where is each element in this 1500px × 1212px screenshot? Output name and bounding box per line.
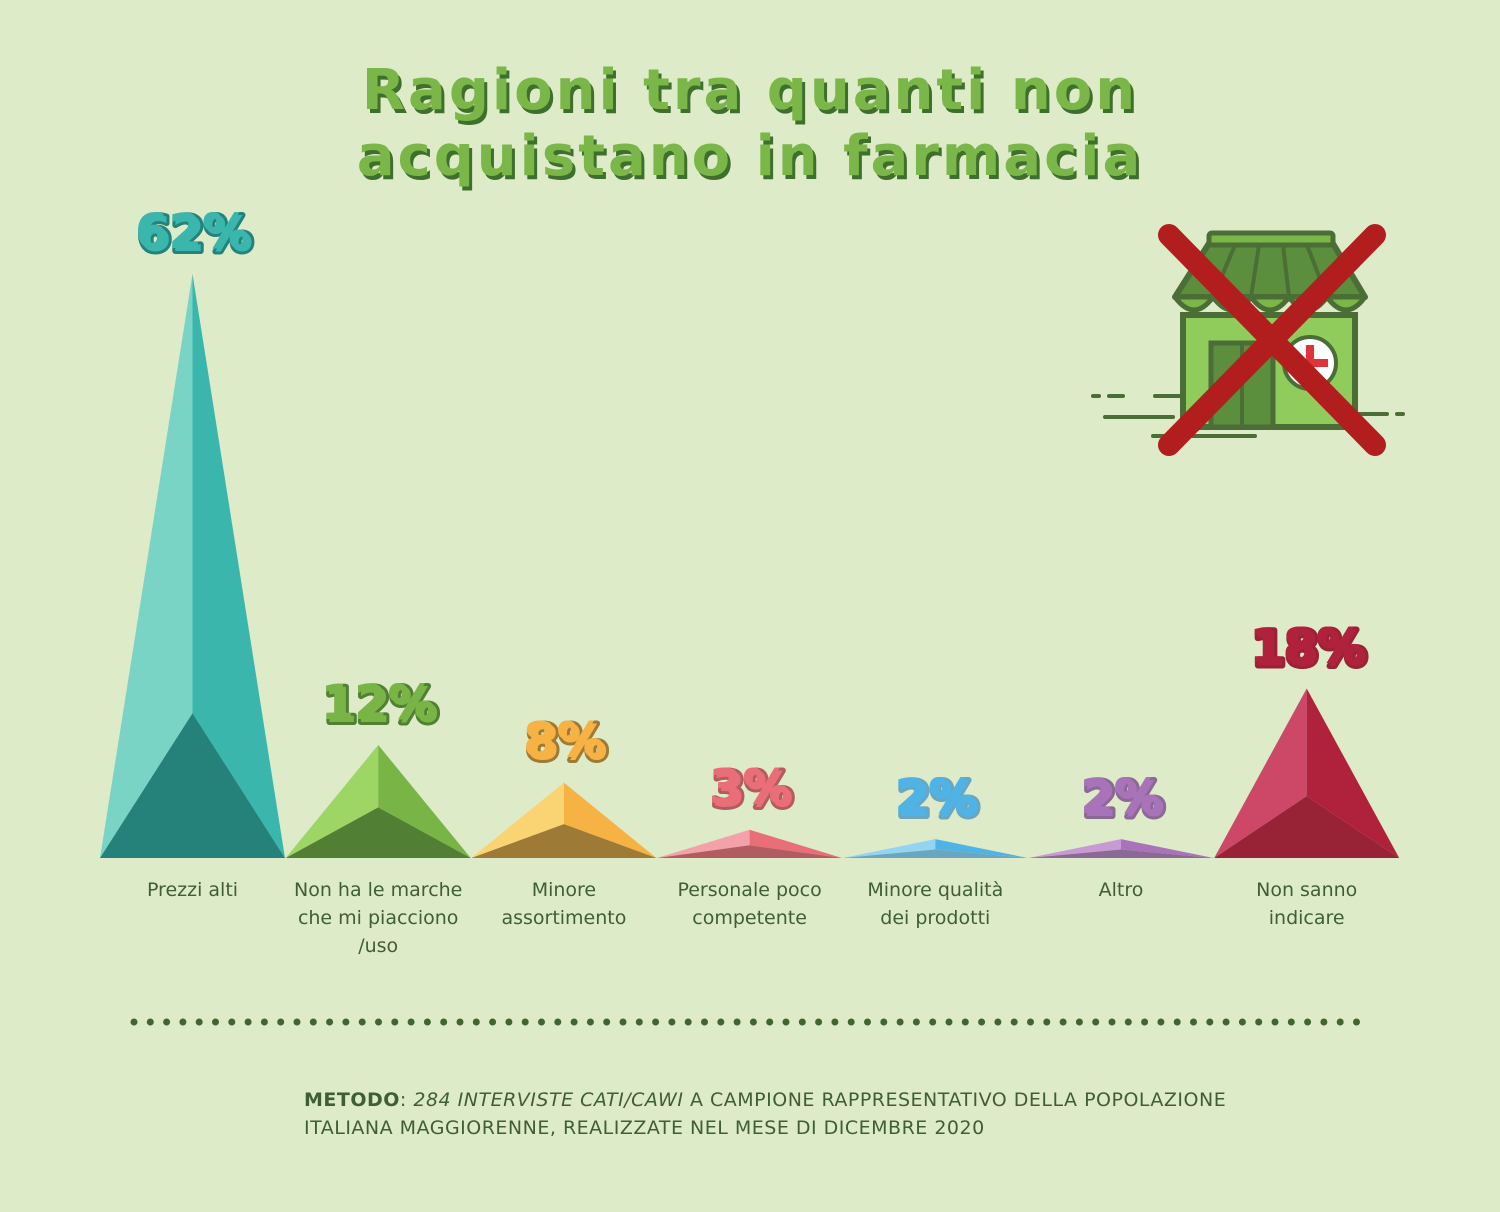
category-label: Non ha le marche — [294, 879, 462, 901]
pyramid-bar-base-face — [1214, 796, 1400, 858]
pyramid-bar-right-face — [378, 744, 471, 858]
data-label: 2% — [898, 772, 980, 828]
category-label: Personale poco — [677, 879, 821, 901]
pyramid-bar-left-face — [842, 839, 936, 858]
data-label-face: 62% — [135, 204, 250, 260]
data-label: 3% — [712, 763, 794, 819]
pharmacy-store-crossed-icon — [1091, 224, 1405, 456]
category-label: Non sanno — [1256, 879, 1357, 901]
data-label-face: 3% — [709, 760, 791, 816]
pyramid-bar-base-face — [657, 845, 843, 858]
data-label-face: 12% — [321, 675, 436, 731]
pyramid-bar-right-face — [749, 829, 843, 858]
pyramid-bar-right-face — [563, 782, 657, 858]
chart-title-line-2: acquistano in farmacia — [356, 124, 1144, 189]
chart-title: Ragioni tra quanti non acquistano in far… — [0, 58, 1500, 190]
pyramid-bar-base-face — [1028, 849, 1214, 858]
data-label: 18% — [1252, 621, 1367, 677]
pyramid-bar-base-face — [471, 824, 657, 858]
data-label: 12% — [324, 678, 439, 734]
method-description: a campione rappresentativo della popolaz… — [304, 1089, 1227, 1139]
pyramid-bar-base-face — [285, 807, 471, 858]
data-label-face: 2% — [1080, 769, 1162, 825]
method-interviews: 284 interviste CATI/CAWI — [413, 1089, 684, 1111]
category-label: dei prodotti — [880, 907, 990, 929]
data-label-face: 18% — [1249, 618, 1364, 674]
chart-title-line-1: Ragioni tra quanti non — [361, 58, 1139, 123]
category-label: Minore qualità — [867, 879, 1003, 901]
dotted-divider — [130, 1018, 1376, 1026]
category-label: /uso — [358, 935, 398, 957]
pyramid-bar-base-face — [842, 849, 1028, 858]
category-label: Prezzi alti — [147, 879, 238, 901]
category-label: Minore — [532, 879, 596, 901]
category-label: che mi piacciono — [298, 907, 459, 929]
pyramid-bar-right-face — [1306, 688, 1400, 858]
category-label: Altro — [1099, 879, 1144, 901]
data-label: 62% — [138, 207, 253, 263]
pyramid-bar-base-face — [100, 713, 285, 858]
data-label-face: 8% — [523, 713, 605, 769]
method-separator: : — [399, 1089, 414, 1111]
pyramid-bar-left-face — [1028, 839, 1121, 858]
pyramid-bar-left-face — [100, 274, 193, 858]
pyramid-bar-right-face — [1121, 839, 1214, 858]
pyramid-bar-right-face — [192, 274, 285, 858]
pyramid-bar-left-face — [1214, 688, 1307, 858]
pyramid-bar-left-face — [285, 744, 379, 858]
data-label: 2% — [1083, 772, 1165, 828]
category-label: competente — [692, 907, 807, 929]
pyramid-bar-left-face — [657, 829, 750, 858]
method-note: Metodo: 284 interviste CATI/CAWI a campi… — [304, 1086, 1304, 1142]
method-label: Metodo — [304, 1089, 400, 1111]
category-label: indicare — [1269, 907, 1345, 929]
pyramid-bar-left-face — [471, 782, 564, 858]
data-label: 8% — [526, 716, 608, 772]
data-label-face: 2% — [895, 769, 977, 825]
pyramid-bar-right-face — [935, 839, 1028, 858]
category-label: assortimento — [501, 907, 626, 929]
cross-icon — [1158, 224, 1386, 456]
